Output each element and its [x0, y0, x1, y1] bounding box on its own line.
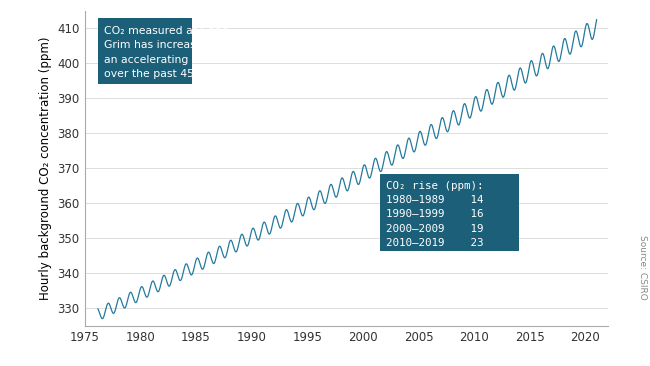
Text: Source: CSIRO: Source: CSIRO: [638, 235, 647, 300]
Text: CO₂ rise (ppm):
1980–1989    14
1990–1999    16
2000–2009    19
2010–2019    23: CO₂ rise (ppm): 1980–1989 14 1990–1999 1…: [386, 180, 484, 248]
Y-axis label: Hourly background CO₂ concentration (ppm): Hourly background CO₂ concentration (ppm…: [39, 37, 52, 300]
Text: CO₂ measured at Cape
Grim has increased at
an accelerating rate
over the past 45: CO₂ measured at Cape Grim has increased …: [104, 26, 231, 79]
FancyBboxPatch shape: [98, 18, 192, 85]
FancyBboxPatch shape: [380, 173, 519, 251]
